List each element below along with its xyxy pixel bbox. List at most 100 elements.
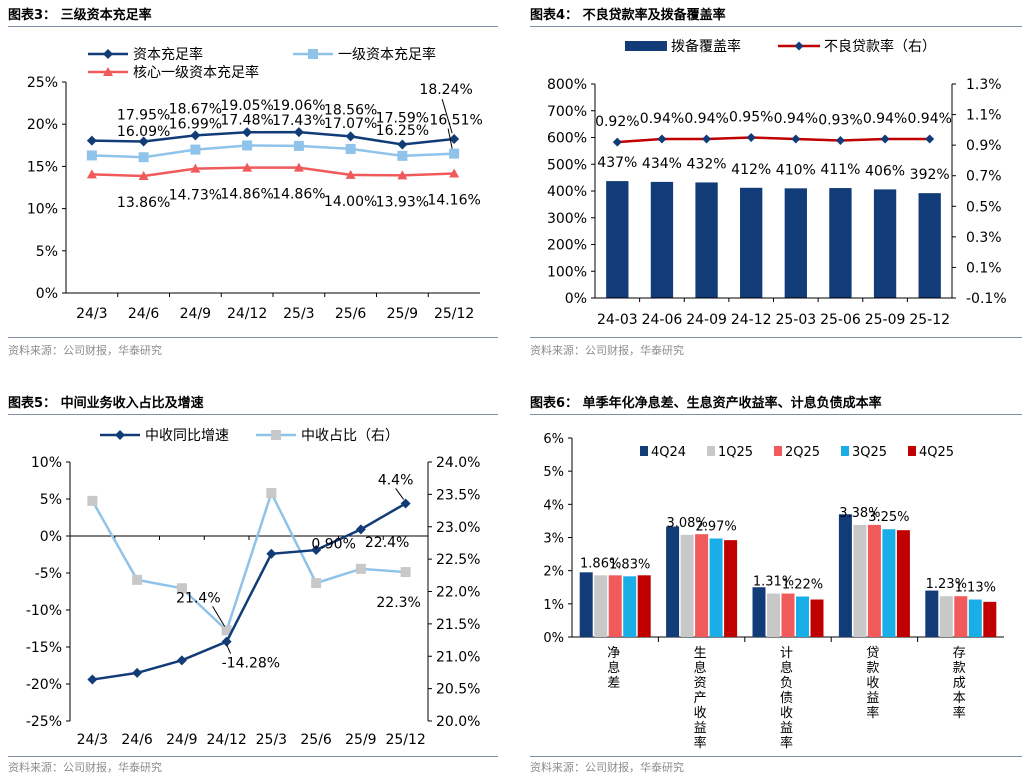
y2-tick-label: 21.5%	[436, 617, 480, 633]
y2-tick-label: 20.0%	[436, 714, 480, 730]
data-point	[311, 545, 322, 556]
y-tick-label: 1%	[543, 598, 564, 613]
data-label: 1.83%	[609, 557, 650, 572]
leader-line	[226, 644, 232, 654]
bar	[606, 181, 629, 298]
y-tick-label: 5%	[36, 244, 58, 260]
series-line	[92, 502, 407, 681]
data-point	[86, 169, 97, 179]
data-point	[132, 574, 143, 585]
y2-tick-label: 23.0%	[436, 520, 480, 536]
y-tick-label: 5%	[543, 465, 564, 480]
data-point	[138, 136, 149, 147]
data-label: 0.95%	[729, 110, 773, 126]
bar	[594, 575, 608, 637]
y2-tick-label: 1.3%	[966, 77, 1002, 93]
series-line	[91, 489, 406, 633]
data-label: 437%	[597, 155, 637, 171]
bar	[695, 534, 709, 637]
y-tick-label: 4%	[543, 498, 564, 513]
x-tick-label: 25-09	[865, 312, 906, 328]
data-point	[746, 133, 756, 142]
y-tick-label: -20%	[26, 677, 62, 693]
data-label: 0.94%	[640, 111, 684, 127]
chart-title: 图表6： 单季年化净息差、生息资产收益率、计息负债成本率	[530, 396, 882, 411]
series-line	[91, 130, 455, 146]
data-point	[138, 171, 149, 181]
data-label: 432%	[687, 156, 727, 172]
source-note: 资料来源：公司财报，华泰研究	[530, 761, 684, 774]
bar	[784, 188, 807, 298]
data-point	[355, 563, 366, 574]
x-tick-label: 25-06	[820, 312, 861, 328]
bar	[767, 593, 780, 637]
x-tick-label: 24-09	[686, 312, 727, 328]
data-label: 0.94%	[684, 111, 728, 127]
y2-tick-label: 0.7%	[966, 169, 1002, 185]
data-point	[880, 134, 890, 144]
y-tick-label: 0%	[40, 529, 62, 545]
bar	[918, 193, 941, 298]
legend-label: 不良贷款率（右）	[824, 38, 936, 55]
data-point	[657, 134, 667, 144]
x-tick-label: 24/3	[76, 306, 107, 322]
data-point	[242, 127, 253, 138]
data-point	[190, 144, 201, 155]
data-point	[835, 136, 845, 146]
data-point	[138, 152, 149, 163]
legend-label: 2Q25	[785, 445, 820, 460]
x-tick-label: 25-03	[775, 312, 816, 328]
data-label: 0.94%	[774, 111, 818, 127]
data-label: 17.07%	[324, 116, 377, 132]
data-label: 2.97%	[695, 519, 736, 534]
x-tick-label: 25/6	[300, 732, 332, 748]
legend-label: 4Q25	[919, 445, 954, 460]
chart-panel-capital-adequacy: 图表3： 三级资本充足率 0% 5% 10% 15% 20% 25% 24/3 24/6 24/…	[8, 0, 498, 365]
x-tick-label: 24/6	[128, 306, 160, 322]
y-tick-label: 5%	[40, 492, 62, 508]
data-point	[791, 134, 801, 144]
chart-title: 图表3： 三级资本充足率	[8, 8, 152, 23]
y-tick-label: -5%	[35, 566, 62, 582]
bar	[709, 538, 723, 637]
x-tick-label: 25/3	[256, 732, 287, 748]
y-tick-label: 200%	[547, 238, 587, 254]
data-label: 16.51%	[429, 113, 482, 129]
x-tick-label: 贷款收益率	[866, 646, 879, 721]
x-tick-label: 24/12	[227, 306, 267, 322]
data-point	[311, 578, 322, 589]
data-label: 0.90%	[311, 536, 355, 552]
data-label: 14.86%	[220, 187, 273, 203]
chart-panel-fee-income: 图表5： 中间业务收入占比及增速 -25% -20% -15% -10% -5% 0% 5%…	[8, 392, 498, 777]
data-label: 434%	[642, 156, 682, 172]
data-label: 3.25%	[868, 510, 909, 525]
data-label: 13.86%	[117, 195, 170, 211]
data-point	[612, 137, 622, 147]
bar	[810, 599, 824, 637]
data-label: 1.23%	[926, 577, 967, 592]
bar	[740, 187, 763, 298]
legend-swatch	[908, 446, 916, 456]
data-label: 392%	[910, 167, 950, 183]
title-rule	[8, 414, 498, 415]
y-tick-label: 400%	[547, 184, 587, 200]
data-point	[86, 135, 97, 146]
y-tick-label: 2%	[543, 565, 564, 580]
y-tick-label: 0%	[543, 631, 564, 646]
x-tick-label: 25/12	[434, 306, 474, 322]
y2-tick-label: 22.5%	[436, 552, 480, 568]
legend-label: 中收占比（右）	[301, 428, 399, 444]
data-point	[449, 134, 460, 145]
source-note: 资料来源：公司财报，华泰研究	[8, 761, 162, 774]
y2-tick-label: -0.1%	[966, 291, 1007, 307]
x-tick-label: 24-06	[642, 312, 683, 328]
leader-line	[395, 488, 405, 500]
bar	[925, 590, 939, 637]
data-point	[925, 134, 935, 144]
x-tick-label: 24/3	[77, 732, 108, 748]
data-point	[132, 667, 143, 678]
npl-coverage-chart: 0% 100% 200% 300% 400% 500% 600% 700% 800% -0.1% 0…	[547, 38, 1007, 328]
x-tick-label: 25/9	[387, 306, 418, 322]
data-label: 13.93%	[376, 194, 429, 210]
data-label: 1.31%	[753, 575, 794, 590]
